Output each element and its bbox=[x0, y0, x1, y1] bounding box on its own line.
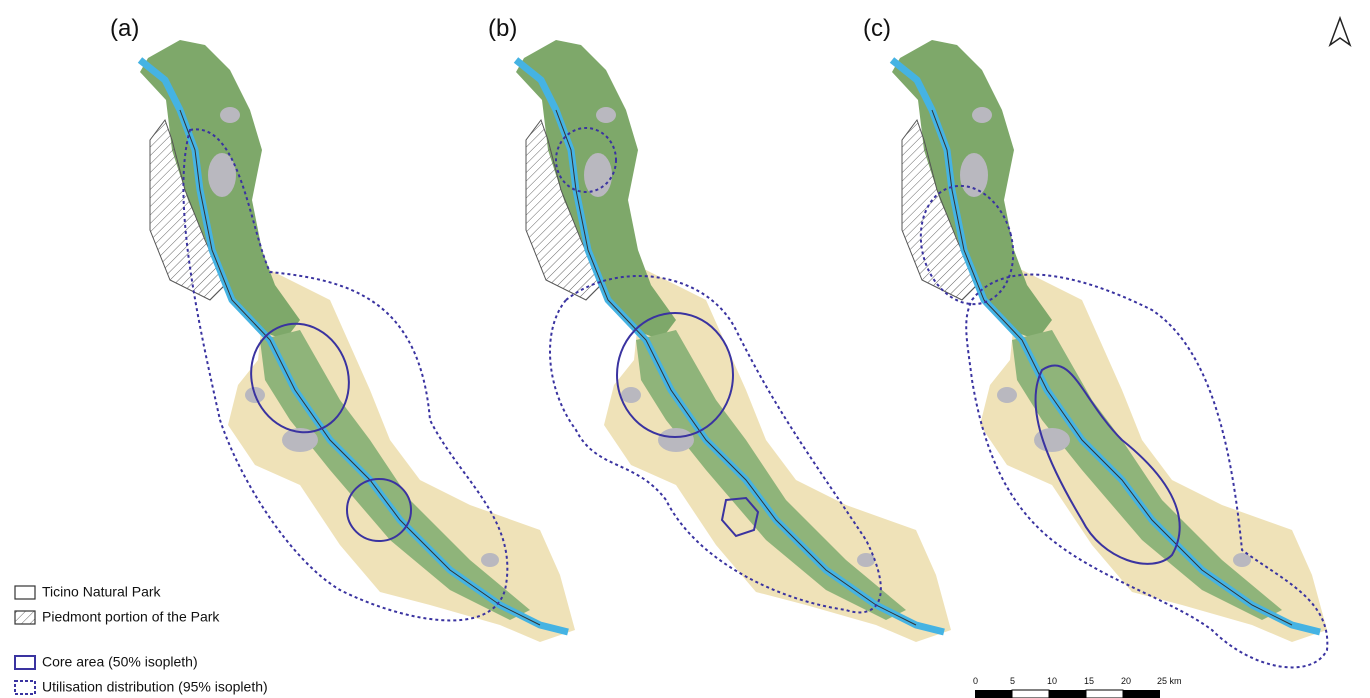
map-b: (b) bbox=[488, 15, 951, 642]
legend-label: Piedmont portion of the Park bbox=[42, 609, 220, 625]
legend-swatch bbox=[15, 656, 35, 669]
panel-label: (a) bbox=[110, 15, 139, 42]
figure: (a) (b) (c) Ticino Natural Park Piedmont… bbox=[0, 0, 1370, 698]
legend-swatch bbox=[15, 681, 35, 694]
scale-label: 20 bbox=[1121, 676, 1131, 686]
panel-label: (b) bbox=[488, 15, 517, 42]
north-arrow bbox=[1330, 18, 1350, 45]
panel-label: (c) bbox=[863, 15, 891, 42]
scale-label: 5 bbox=[1010, 676, 1015, 686]
map-a: (a) bbox=[110, 15, 575, 642]
scale-bar: 0 5 10 15 20 25 km bbox=[973, 676, 1182, 698]
legend-label: Utilisation distribution (95% isopleth) bbox=[42, 679, 268, 695]
legend-label: Core area (50% isopleth) bbox=[42, 654, 198, 670]
legend: Ticino Natural Park Piedmont portion of … bbox=[15, 584, 268, 695]
legend-swatch bbox=[15, 611, 35, 624]
scale-label: 0 bbox=[973, 676, 978, 686]
scale-label: 25 km bbox=[1157, 676, 1182, 686]
legend-swatch bbox=[15, 586, 35, 599]
page: {"panels": [{"label": "(a)"}, {"label": … bbox=[0, 0, 1370, 698]
scale-label: 10 bbox=[1047, 676, 1057, 686]
legend-label: Ticino Natural Park bbox=[42, 584, 162, 600]
scale-label: 15 bbox=[1084, 676, 1094, 686]
